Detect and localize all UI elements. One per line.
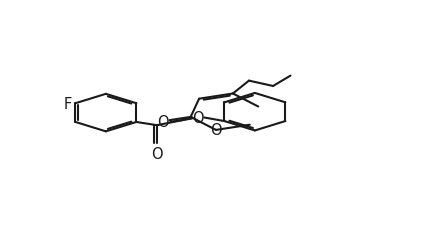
Text: O: O <box>193 110 204 125</box>
Text: O: O <box>210 123 222 138</box>
Text: F: F <box>63 96 71 111</box>
Text: O: O <box>158 114 169 129</box>
Text: O: O <box>151 147 163 161</box>
